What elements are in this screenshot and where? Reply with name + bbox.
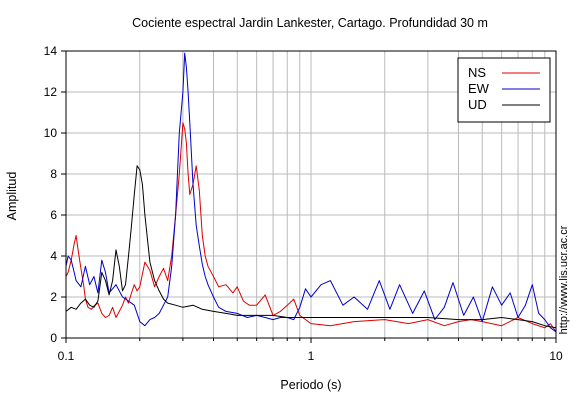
- series-line-ns: [65, 122, 557, 333]
- x-axis-label: Periodo (s): [280, 378, 342, 392]
- y-tick-label: 0: [50, 331, 57, 345]
- legend-label-ew: EW: [468, 81, 490, 96]
- y-tick-label: 2: [50, 290, 57, 304]
- plot-frame: [65, 50, 557, 339]
- legend-label-ud: UD: [468, 97, 487, 112]
- legend-box: [457, 57, 551, 123]
- source-url-label: http://www.lis.ucr.ac.cr: [558, 225, 570, 335]
- y-tick-label: 4: [50, 249, 57, 263]
- y-tick-label: 14: [44, 44, 58, 58]
- y-tick-label: 8: [50, 167, 57, 181]
- y-tick-label: 12: [44, 85, 58, 99]
- y-tick-label: 6: [50, 208, 57, 222]
- chart-title: Cociente espectral Jardin Lankester, Car…: [132, 16, 488, 30]
- series-line-ew: [65, 52, 557, 333]
- series-group: [65, 52, 557, 333]
- axis-ticks: 0 2 4 6 8 10 12 14 0.1 1 10: [44, 44, 563, 363]
- x-tick-label: 10: [549, 349, 563, 363]
- series-line-ud: [65, 165, 557, 329]
- legend-label-ns: NS: [468, 65, 486, 80]
- x-tick-label: 1: [308, 349, 315, 363]
- x-tick-label: 0.1: [58, 349, 75, 363]
- y-axis-label: Amplitud: [5, 171, 19, 221]
- y-tick-label: 10: [44, 126, 58, 140]
